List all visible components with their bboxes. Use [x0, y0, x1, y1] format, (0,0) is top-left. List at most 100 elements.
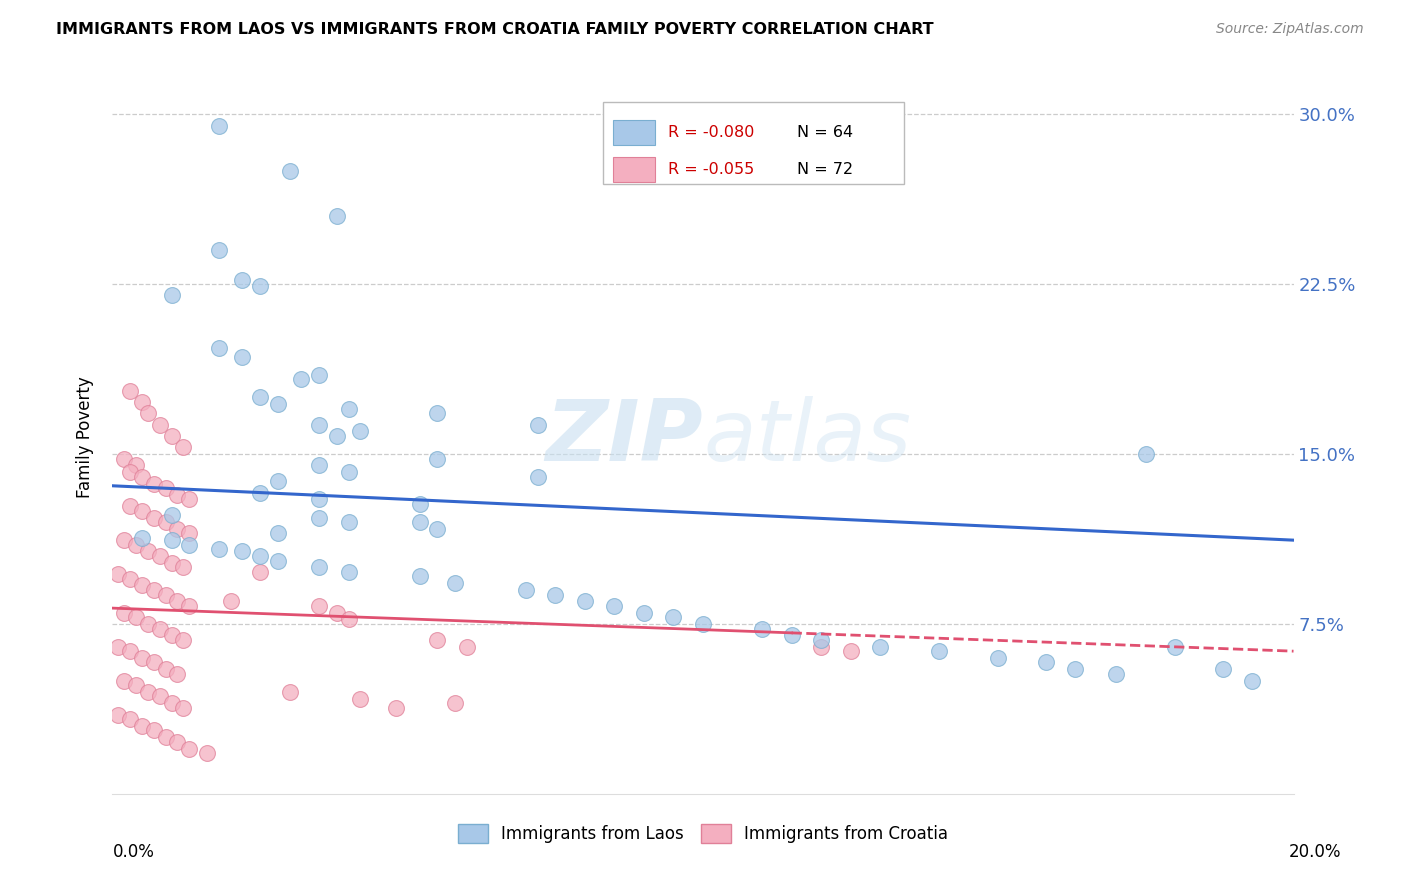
Immigrants from Laos — [662, 610, 685, 624]
Text: IMMIGRANTS FROM LAOS VS IMMIGRANTS FROM CROATIA FAMILY POVERTY CORRELATION CHART: IMMIGRANTS FROM LAOS VS IMMIGRANTS FROM … — [56, 22, 934, 37]
Immigrants from Laos — [249, 549, 271, 563]
Immigrants from Laos — [408, 515, 430, 529]
Immigrants from Laos — [208, 542, 231, 557]
Immigrants from Laos — [780, 628, 803, 642]
Immigrants from Laos — [160, 288, 183, 302]
Immigrants from Laos — [308, 458, 330, 473]
Immigrants from Laos — [337, 465, 360, 479]
Immigrants from Croatia — [136, 685, 159, 699]
Immigrants from Croatia — [142, 582, 165, 597]
Immigrants from Laos — [692, 617, 714, 632]
Immigrants from Croatia — [172, 440, 194, 454]
Text: atlas: atlas — [703, 395, 911, 479]
Immigrants from Croatia — [131, 469, 153, 483]
Immigrants from Laos — [308, 510, 330, 524]
Immigrants from Croatia — [142, 510, 165, 524]
Immigrants from Croatia — [179, 526, 201, 541]
Immigrants from Laos — [1135, 447, 1157, 461]
Immigrants from Laos — [308, 417, 330, 432]
Immigrants from Laos — [810, 632, 832, 647]
Y-axis label: Family Poverty: Family Poverty — [76, 376, 94, 498]
Immigrants from Croatia — [107, 707, 129, 722]
Immigrants from Laos — [426, 451, 449, 466]
Immigrants from Laos — [308, 368, 330, 382]
Immigrants from Croatia — [160, 556, 183, 570]
Immigrants from Croatia — [195, 746, 218, 760]
Immigrants from Croatia — [179, 741, 201, 756]
Immigrants from Croatia — [172, 560, 194, 574]
Immigrants from Laos — [444, 576, 467, 591]
Immigrants from Laos — [308, 492, 330, 507]
Immigrants from Croatia — [810, 640, 832, 654]
Immigrants from Croatia — [326, 606, 349, 620]
Immigrants from Laos — [426, 522, 449, 536]
Immigrants from Croatia — [107, 567, 129, 582]
Immigrants from Laos — [249, 485, 271, 500]
Immigrants from Croatia — [136, 544, 159, 558]
Immigrants from Laos — [231, 350, 253, 364]
Immigrants from Laos — [267, 475, 290, 489]
Immigrants from Croatia — [131, 395, 153, 409]
Immigrants from Croatia — [120, 465, 142, 479]
Immigrants from Laos — [160, 533, 183, 548]
Immigrants from Laos — [267, 553, 290, 567]
Immigrants from Croatia — [179, 599, 201, 613]
Immigrants from Croatia — [125, 678, 148, 692]
Text: N = 72: N = 72 — [797, 162, 853, 178]
Immigrants from Laos — [231, 272, 253, 286]
Immigrants from Croatia — [136, 406, 159, 420]
FancyBboxPatch shape — [603, 102, 904, 184]
Immigrants from Laos — [208, 341, 231, 355]
Immigrants from Croatia — [249, 565, 271, 579]
Immigrants from Laos — [928, 644, 950, 658]
Immigrants from Laos — [326, 429, 349, 443]
Immigrants from Croatia — [125, 458, 148, 473]
Text: N = 64: N = 64 — [797, 125, 853, 139]
Immigrants from Laos — [987, 651, 1010, 665]
Immigrants from Croatia — [166, 666, 188, 681]
Immigrants from Laos — [349, 425, 371, 439]
Immigrants from Laos — [515, 582, 537, 597]
Immigrants from Laos — [337, 565, 360, 579]
Immigrants from Laos — [603, 599, 626, 613]
Immigrants from Croatia — [120, 712, 142, 726]
Immigrants from Croatia — [456, 640, 478, 654]
Immigrants from Laos — [426, 406, 449, 420]
Immigrants from Croatia — [426, 632, 449, 647]
Immigrants from Croatia — [155, 515, 177, 529]
Immigrants from Croatia — [120, 572, 142, 586]
Immigrants from Laos — [408, 497, 430, 511]
Immigrants from Croatia — [120, 644, 142, 658]
Immigrants from Croatia — [112, 533, 135, 548]
Immigrants from Croatia — [337, 612, 360, 626]
Immigrants from Laos — [231, 544, 253, 558]
Immigrants from Laos — [1105, 666, 1128, 681]
Immigrants from Croatia — [172, 700, 194, 714]
Immigrants from Croatia — [278, 685, 301, 699]
Immigrants from Laos — [290, 372, 312, 386]
Immigrants from Croatia — [120, 384, 142, 398]
Immigrants from Croatia — [142, 723, 165, 738]
Immigrants from Croatia — [136, 617, 159, 632]
Immigrants from Laos — [249, 279, 271, 293]
Immigrants from Croatia — [131, 504, 153, 518]
Immigrants from Croatia — [155, 588, 177, 602]
Immigrants from Croatia — [160, 696, 183, 710]
Immigrants from Laos — [869, 640, 891, 654]
Immigrants from Laos — [160, 508, 183, 523]
Immigrants from Croatia — [172, 632, 194, 647]
Immigrants from Laos — [267, 526, 290, 541]
FancyBboxPatch shape — [613, 120, 655, 145]
Text: R = -0.080: R = -0.080 — [668, 125, 754, 139]
Immigrants from Croatia — [142, 656, 165, 670]
Immigrants from Laos — [633, 606, 655, 620]
Immigrants from Croatia — [107, 640, 129, 654]
Immigrants from Laos — [208, 119, 231, 133]
Immigrants from Laos — [1035, 656, 1057, 670]
Immigrants from Croatia — [219, 594, 242, 608]
Immigrants from Laos — [1212, 662, 1234, 676]
Immigrants from Croatia — [155, 481, 177, 495]
Immigrants from Croatia — [166, 488, 188, 502]
Immigrants from Croatia — [155, 662, 177, 676]
Immigrants from Croatia — [142, 476, 165, 491]
